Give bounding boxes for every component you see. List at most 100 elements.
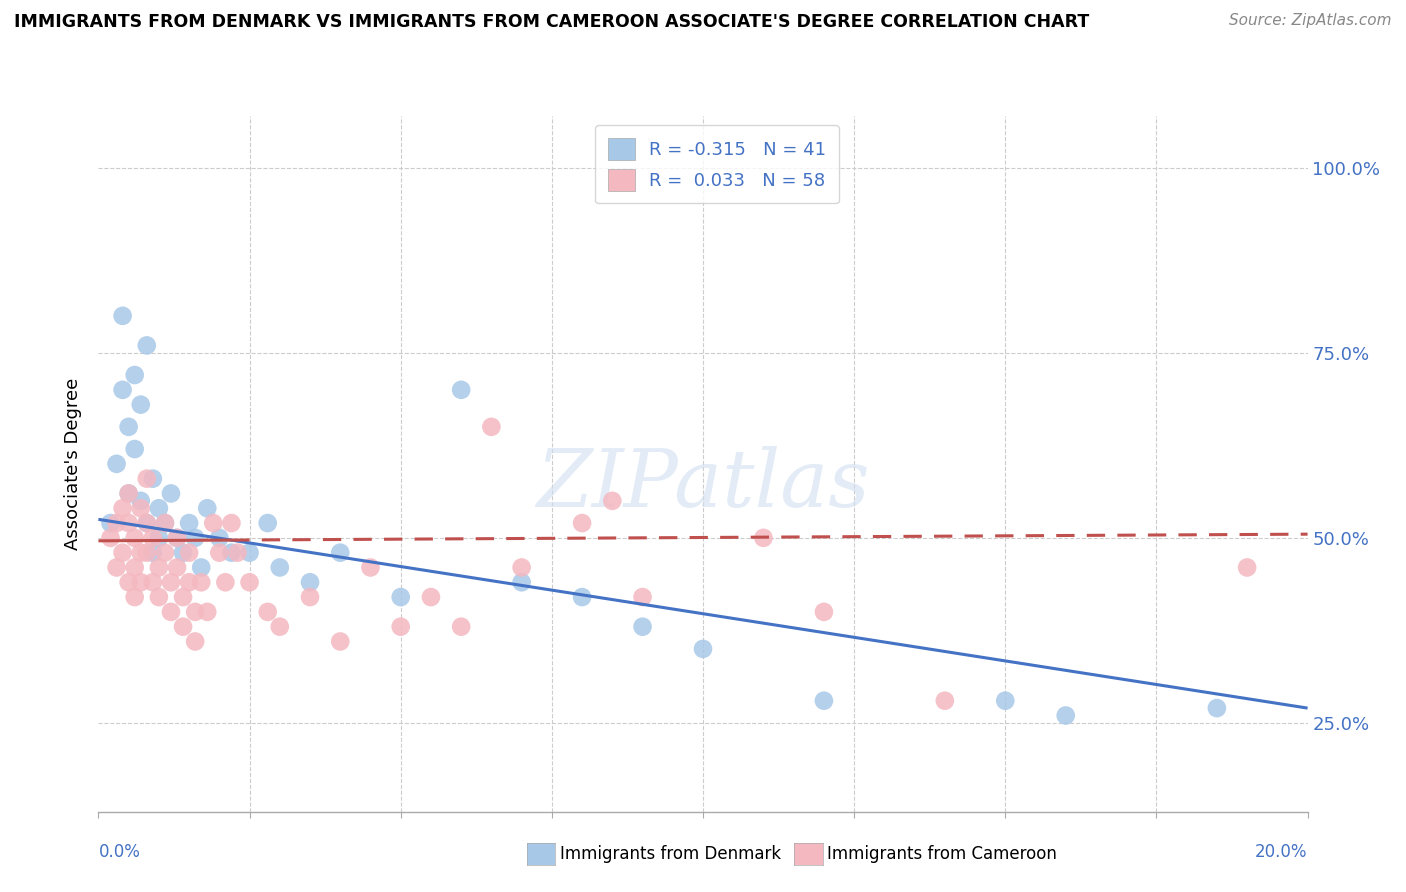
Point	[148, 531, 170, 545]
Point	[1236, 560, 1258, 574]
Point	[129, 501, 152, 516]
Point	[208, 531, 231, 545]
Point	[602, 493, 624, 508]
Point	[329, 634, 352, 648]
Point	[631, 590, 654, 604]
Point	[105, 457, 128, 471]
Point	[208, 546, 231, 560]
Point	[111, 501, 134, 516]
Point	[142, 531, 165, 545]
Point	[571, 590, 593, 604]
Point	[111, 309, 134, 323]
Text: Immigrants from Denmark: Immigrants from Denmark	[560, 845, 780, 863]
Point	[190, 560, 212, 574]
Point	[124, 442, 146, 456]
Point	[118, 575, 141, 590]
Point	[813, 694, 835, 708]
Point	[631, 620, 654, 634]
Point	[166, 531, 188, 545]
Point	[813, 605, 835, 619]
Text: 20.0%: 20.0%	[1256, 843, 1308, 861]
Text: IMMIGRANTS FROM DENMARK VS IMMIGRANTS FROM CAMEROON ASSOCIATE'S DEGREE CORRELATI: IMMIGRANTS FROM DENMARK VS IMMIGRANTS FR…	[14, 13, 1090, 31]
Point	[160, 575, 183, 590]
Point	[129, 575, 152, 590]
Point	[184, 605, 207, 619]
Point	[148, 501, 170, 516]
Point	[934, 694, 956, 708]
Point	[135, 516, 157, 530]
Point	[135, 338, 157, 352]
Point	[153, 516, 176, 530]
Legend: R = -0.315   N = 41, R =  0.033   N = 58: R = -0.315 N = 41, R = 0.033 N = 58	[595, 125, 839, 203]
Point	[172, 590, 194, 604]
Text: ZIPatlas: ZIPatlas	[536, 446, 870, 524]
Text: Source: ZipAtlas.com: Source: ZipAtlas.com	[1229, 13, 1392, 29]
Point	[124, 531, 146, 545]
Point	[129, 493, 152, 508]
Point	[142, 546, 165, 560]
Point	[135, 516, 157, 530]
Point	[153, 516, 176, 530]
Point	[179, 546, 201, 560]
Point	[160, 605, 183, 619]
Point	[510, 575, 533, 590]
Point	[202, 516, 225, 530]
Point	[221, 546, 243, 560]
Text: Immigrants from Cameroon: Immigrants from Cameroon	[827, 845, 1056, 863]
Point	[360, 560, 382, 574]
Point	[269, 620, 291, 634]
Point	[118, 516, 141, 530]
Point	[190, 575, 212, 590]
Point	[142, 472, 165, 486]
Point	[450, 383, 472, 397]
Point	[256, 516, 278, 530]
Point	[166, 531, 188, 545]
Point	[269, 560, 291, 574]
Y-axis label: Associate's Degree: Associate's Degree	[65, 377, 83, 550]
Point	[752, 531, 775, 545]
Point	[166, 560, 188, 574]
Point	[148, 560, 170, 574]
Point	[124, 368, 146, 382]
Point	[195, 605, 218, 619]
Point	[135, 546, 157, 560]
Point	[389, 620, 412, 634]
Point	[148, 590, 170, 604]
Point	[329, 546, 352, 560]
Point	[450, 620, 472, 634]
Point	[100, 516, 122, 530]
Point	[111, 546, 134, 560]
Point	[184, 531, 207, 545]
Point	[129, 398, 152, 412]
Point	[214, 575, 236, 590]
Point	[256, 605, 278, 619]
Text: 0.0%: 0.0%	[98, 843, 141, 861]
Point	[135, 472, 157, 486]
Point	[239, 546, 262, 560]
Point	[105, 560, 128, 574]
Point	[118, 486, 141, 500]
Point	[1054, 708, 1077, 723]
Point	[172, 620, 194, 634]
Point	[221, 516, 243, 530]
Point	[994, 694, 1017, 708]
Point	[510, 560, 533, 574]
Point	[100, 531, 122, 545]
Point	[184, 634, 207, 648]
Point	[692, 641, 714, 656]
Point	[299, 575, 322, 590]
Point	[118, 420, 141, 434]
Point	[481, 420, 503, 434]
Point	[299, 590, 322, 604]
Point	[179, 516, 201, 530]
Point	[226, 546, 249, 560]
Point	[153, 546, 176, 560]
Point	[129, 546, 152, 560]
Point	[142, 575, 165, 590]
Point	[172, 546, 194, 560]
Point	[118, 486, 141, 500]
Point	[239, 575, 262, 590]
Point	[124, 560, 146, 574]
Point	[389, 590, 412, 604]
Point	[1206, 701, 1229, 715]
